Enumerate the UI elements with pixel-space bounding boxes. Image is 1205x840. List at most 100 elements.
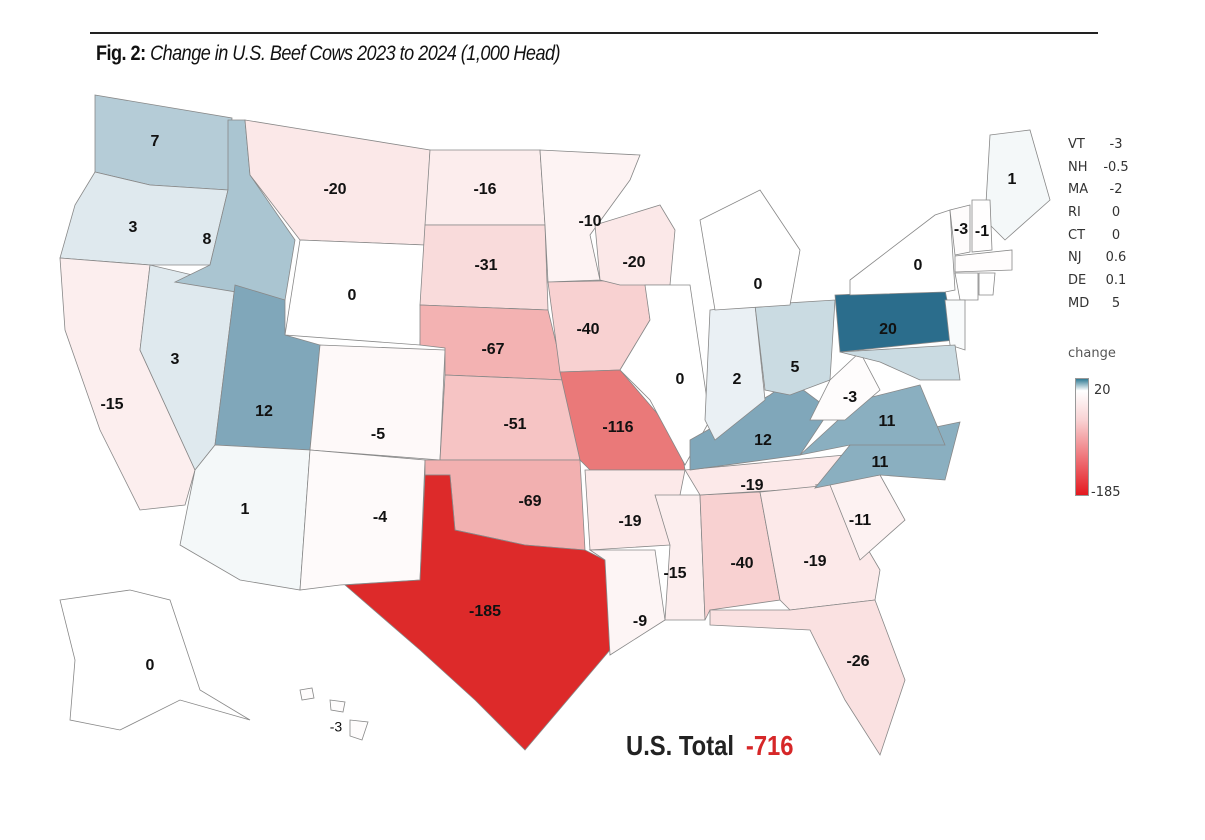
state-value-label-ia: -40 xyxy=(576,321,599,338)
state-value-label-ca: -15 xyxy=(100,396,123,413)
state-value-label-id: 8 xyxy=(203,231,212,248)
us-total: U.S. Total -716 xyxy=(626,730,794,762)
state-mi xyxy=(699,189,801,311)
state-value-label-wv: -3 xyxy=(843,389,857,406)
state-value-label-fl: -26 xyxy=(846,653,869,670)
state-wa xyxy=(94,94,233,191)
state-value-label-nm: -4 xyxy=(373,509,387,526)
state-nm xyxy=(299,449,426,591)
state-hi xyxy=(299,687,315,701)
state-md xyxy=(839,344,961,381)
small-state-abbr: CT xyxy=(1068,227,1086,243)
small-state-row: NH -0.5 xyxy=(1068,156,1134,179)
us-total-label: U.S. Total xyxy=(626,730,734,761)
state-value-label-nh: -1 xyxy=(975,223,989,240)
state-value-label-mi: 0 xyxy=(754,276,763,293)
state-wi xyxy=(594,204,676,286)
small-state-row: NJ 0.6 xyxy=(1068,246,1134,269)
small-state-value: 0 xyxy=(1111,204,1121,220)
state-value-label-oh: 5 xyxy=(791,359,800,376)
top-rule xyxy=(90,32,1098,34)
small-state-row: MA -2 xyxy=(1068,178,1134,201)
state-ma xyxy=(954,249,1013,273)
state-nh xyxy=(971,199,993,253)
state-value-label-sc: -11 xyxy=(849,512,871,529)
state-hi xyxy=(349,719,369,741)
state-value-label-wa: 7 xyxy=(151,133,160,150)
small-state-value: 0.1 xyxy=(1105,272,1127,288)
state-value-label-ny: 0 xyxy=(914,257,923,274)
state-ct xyxy=(954,272,979,301)
small-state-abbr: DE xyxy=(1068,272,1087,288)
state-value-label-pa: 20 xyxy=(879,321,897,338)
small-state-abbr: NJ xyxy=(1068,250,1082,266)
state-wv xyxy=(809,351,881,421)
legend-min-label: -185 xyxy=(1091,485,1121,500)
state-oh xyxy=(754,299,836,396)
small-states-table: VT -3 NH -0.5 MA -2 RI 0 CT 0 NJ 0.6 DE 0.1 MD 5 xyxy=(1068,133,1134,315)
small-state-abbr: NH xyxy=(1068,159,1088,175)
state-value-label-me: 1 xyxy=(1008,171,1017,188)
state-value-label-il: 0 xyxy=(676,371,685,388)
state-al xyxy=(699,491,781,621)
state-value-label-wi: -20 xyxy=(622,254,645,271)
state-value-label-ms: -15 xyxy=(663,565,686,582)
state-value-label-in: 2 xyxy=(733,371,742,388)
small-state-row: RI 0 xyxy=(1068,201,1134,224)
small-state-abbr: MA xyxy=(1068,182,1089,198)
state-value-label-or: 3 xyxy=(129,219,138,236)
state-value-label-ak: 0 xyxy=(146,657,155,674)
state-value-label-va: 11 xyxy=(879,413,896,430)
state-value-label-nd: -16 xyxy=(473,181,496,198)
state-value-label-az: 1 xyxy=(241,501,250,518)
state-value-label-tn: -19 xyxy=(740,477,763,494)
state-value-label-nv: 3 xyxy=(171,351,180,368)
state-ms xyxy=(654,494,706,621)
small-state-row: DE 0.1 xyxy=(1068,269,1134,292)
state-value-label-ne: -67 xyxy=(481,341,504,358)
state-value-label-ok: -69 xyxy=(518,493,541,510)
state-value-label-co: -5 xyxy=(371,426,385,443)
small-state-abbr: RI xyxy=(1068,204,1081,220)
state-value-label-ut: 12 xyxy=(255,403,273,420)
state-value-label-mn: -10 xyxy=(578,213,601,230)
state-value-label-nc: 11 xyxy=(872,454,889,471)
small-state-value: 0 xyxy=(1111,227,1121,243)
state-value-label-mo: -116 xyxy=(602,419,633,436)
state-vt xyxy=(949,204,971,256)
small-state-value: -3 xyxy=(1109,136,1123,152)
state-nj xyxy=(944,299,966,351)
small-state-abbr: MD xyxy=(1068,295,1090,311)
state-value-label-ga: -19 xyxy=(803,553,826,570)
state-or xyxy=(59,171,229,266)
small-state-abbr: VT xyxy=(1068,136,1085,152)
state-ak xyxy=(59,589,251,731)
state-value-label-al: -40 xyxy=(730,555,753,572)
state-value-label-ky: 12 xyxy=(754,432,772,449)
state-value-label-ar: -19 xyxy=(618,513,641,530)
legend-title: change xyxy=(1068,346,1116,361)
state-hi xyxy=(329,699,346,713)
state-fl xyxy=(709,599,906,756)
small-state-row: MD 5 xyxy=(1068,292,1134,315)
state-value-label-ks: -51 xyxy=(503,416,526,433)
figure-title: Fig. 2: Change in U.S. Beef Cows 2023 to… xyxy=(96,42,561,66)
state-value-label-vt: -3 xyxy=(954,221,968,238)
state-value-label-la: -9 xyxy=(633,613,647,630)
state-value-label-tx: -185 xyxy=(469,603,501,620)
state-ri xyxy=(978,272,996,296)
state-la xyxy=(588,549,666,656)
us-total-value: -716 xyxy=(745,730,794,761)
legend-color-bar xyxy=(1075,378,1089,496)
state-il xyxy=(619,284,711,466)
state-value-label-mt: -20 xyxy=(323,181,346,198)
legend-max-label: 20 xyxy=(1094,383,1111,398)
small-state-value: -2 xyxy=(1109,182,1123,198)
small-state-row: CT 0 xyxy=(1068,224,1134,247)
figure-number: Fig. 2: xyxy=(96,42,146,65)
state-value-label-wy: 0 xyxy=(348,287,357,304)
state-me xyxy=(984,129,1051,241)
small-state-row: VT -3 xyxy=(1068,133,1134,156)
state-value-label-hi: -3 xyxy=(330,719,343,735)
